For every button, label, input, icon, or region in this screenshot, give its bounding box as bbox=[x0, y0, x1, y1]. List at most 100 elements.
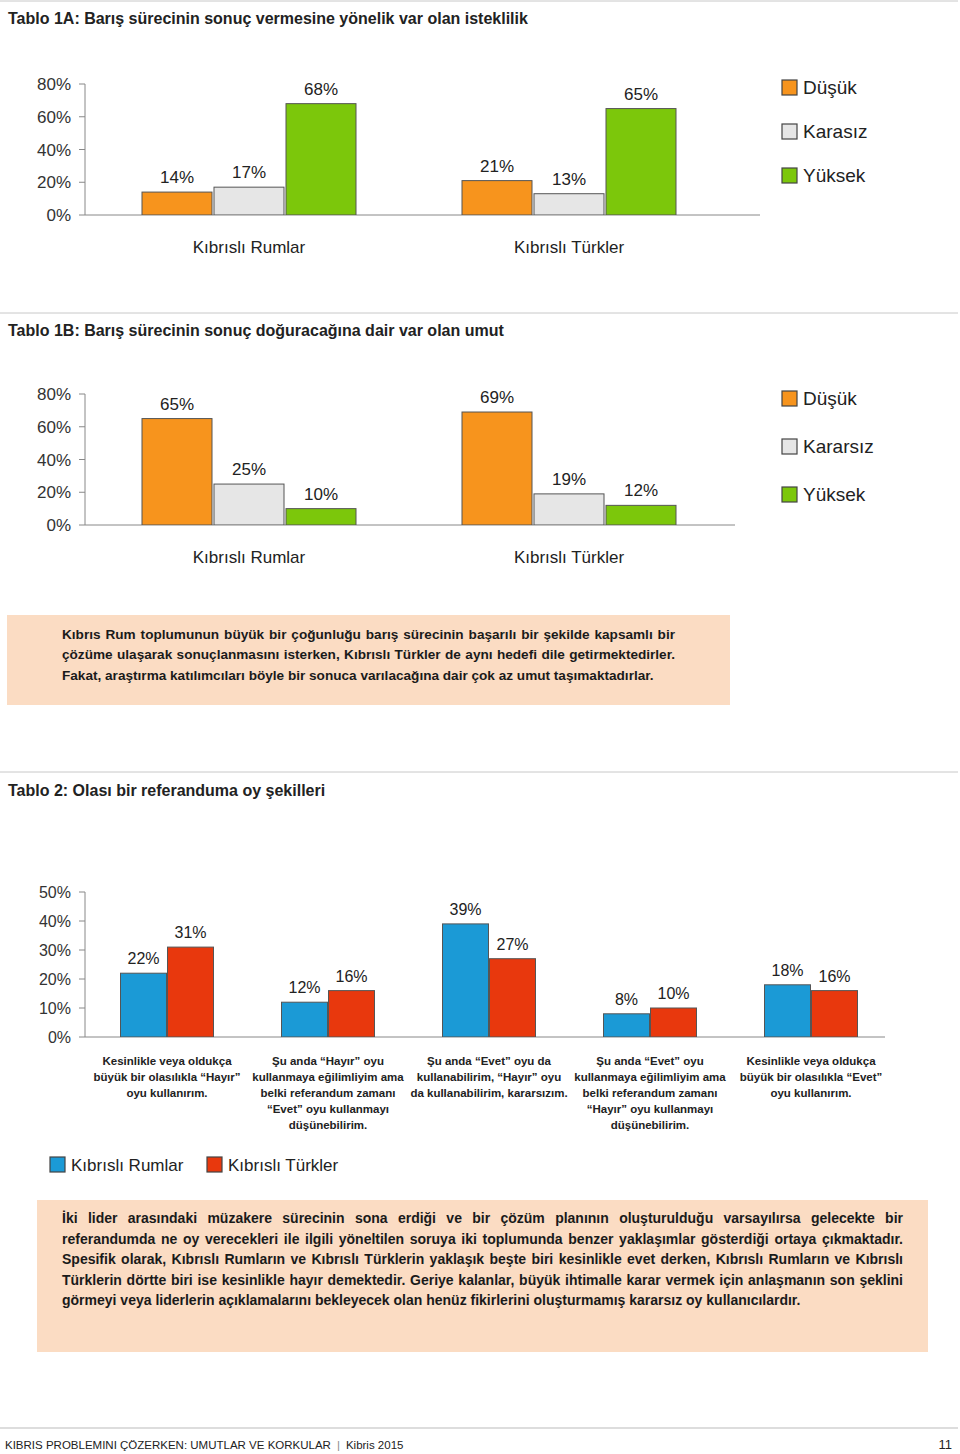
y-tick-label: 20% bbox=[37, 173, 71, 192]
y-tick-label: 60% bbox=[37, 418, 71, 437]
data-label: 21% bbox=[480, 157, 514, 176]
y-tick bbox=[79, 182, 85, 183]
legend-label: Kararsız bbox=[803, 436, 874, 457]
legend-swatch bbox=[782, 124, 797, 139]
category-label: Şu anda “Evet” oyu kullanmaya eğilimliyi… bbox=[571, 1053, 729, 1133]
category-label: Şu anda “Evet” oyu da kullanabilirim, “H… bbox=[410, 1053, 568, 1101]
footer-rule bbox=[0, 1428, 958, 1429]
chart: Tablo 1B: Barış sürecinin sonuç doğuraca… bbox=[0, 313, 958, 567]
data-labels: 65% 25% 10% 69% 19% 12% bbox=[160, 388, 658, 504]
bar bbox=[286, 104, 356, 215]
data-label: 65% bbox=[624, 85, 658, 104]
legend-label: Yüksek bbox=[803, 165, 866, 186]
legend-swatch bbox=[50, 1157, 65, 1172]
category-label: Kıbrıslı Rumlar bbox=[193, 548, 306, 567]
y-tick bbox=[79, 84, 85, 85]
legend-swatch bbox=[782, 168, 797, 183]
chart: Tablo 2: Olası bir referanduma oy şekill… bbox=[0, 772, 958, 1175]
data-label: 10% bbox=[657, 985, 689, 1002]
legend-swatch bbox=[782, 80, 797, 95]
bar bbox=[462, 412, 532, 525]
bar bbox=[121, 973, 167, 1037]
y-tick bbox=[79, 426, 85, 427]
bar bbox=[329, 991, 375, 1037]
bar bbox=[651, 1008, 697, 1037]
data-label: 25% bbox=[232, 460, 266, 479]
y-tick-label: 50% bbox=[39, 884, 71, 901]
bars bbox=[142, 412, 676, 525]
category-label: Kesinlikle veya oldukça büyük bir olasıl… bbox=[732, 1053, 890, 1101]
category-label: Kıbrıslı Türkler bbox=[514, 548, 625, 567]
data-label: 27% bbox=[496, 936, 528, 953]
y-tick-label: 10% bbox=[39, 1000, 71, 1017]
bar bbox=[534, 494, 604, 525]
y-axis bbox=[85, 84, 86, 215]
data-label: 8% bbox=[615, 991, 638, 1008]
data-label: 69% bbox=[480, 388, 514, 407]
footer-year: Kibris 2015 bbox=[346, 1439, 404, 1451]
category-label: Kıbrıslı Rumlar bbox=[193, 238, 306, 257]
bar bbox=[604, 1014, 650, 1037]
y-tick-label: 0% bbox=[46, 206, 71, 225]
data-label: 12% bbox=[624, 481, 658, 500]
y-tick bbox=[79, 921, 85, 922]
bar bbox=[490, 959, 536, 1037]
chart-title: Tablo 2: Olası bir referanduma oy şekill… bbox=[8, 782, 325, 799]
y-tick-label: 20% bbox=[39, 971, 71, 988]
y-tick bbox=[79, 892, 85, 893]
bar bbox=[606, 505, 676, 525]
legend: Kıbrıslı Rumlar Kıbrıslı Türkler bbox=[50, 1156, 339, 1175]
y-tick bbox=[79, 950, 85, 951]
legend-swatch bbox=[782, 439, 797, 454]
data-label: 19% bbox=[552, 470, 586, 489]
y-tick bbox=[79, 1008, 85, 1009]
y-tick bbox=[79, 394, 85, 395]
y-tick bbox=[79, 1037, 85, 1038]
bars bbox=[121, 924, 858, 1037]
legend-swatch bbox=[782, 391, 797, 406]
y-tick-label: 40% bbox=[39, 913, 71, 930]
data-label: 22% bbox=[127, 950, 159, 967]
data-label: 12% bbox=[288, 979, 320, 996]
separator bbox=[0, 772, 958, 773]
separator bbox=[0, 313, 958, 314]
y-tick-label: 40% bbox=[37, 451, 71, 470]
data-label: 31% bbox=[174, 924, 206, 941]
note-box: Kıbrıs Rum toplumunun büyük bir çoğunluğ… bbox=[7, 615, 730, 705]
data-labels: 22%31%12%16%39%27%8%10%18%16% bbox=[127, 901, 850, 1008]
note-box: İki lider arasındaki müzakere sürecinin … bbox=[37, 1200, 928, 1352]
category-label: Şu anda “Hayır” oyu kullanmaya eğilimliy… bbox=[249, 1053, 407, 1133]
y-tick-label: 80% bbox=[37, 385, 71, 404]
category-label: Kıbrıslı Türkler bbox=[514, 238, 625, 257]
chart: Tablo 1A: Barış sürecinin sonuç vermesin… bbox=[0, 1, 958, 257]
footer-separator: | bbox=[337, 1439, 340, 1451]
bar bbox=[462, 181, 532, 215]
y-tick bbox=[79, 979, 85, 980]
legend-label: Karasız bbox=[803, 121, 867, 142]
y-tick bbox=[79, 525, 85, 526]
y-tick bbox=[79, 215, 85, 216]
legend-swatch bbox=[207, 1157, 222, 1172]
page-body: {"chart_data": [ {"type": "bar", "title"… bbox=[0, 0, 960, 1454]
bar bbox=[443, 924, 489, 1037]
y-tick-label: 0% bbox=[46, 516, 71, 535]
bar bbox=[142, 419, 212, 525]
legend-swatch bbox=[782, 487, 797, 502]
legend-label: Yüksek bbox=[803, 484, 866, 505]
data-label: 68% bbox=[304, 80, 338, 99]
data-label: 65% bbox=[160, 395, 194, 414]
bar bbox=[534, 194, 604, 215]
y-tick-label: 80% bbox=[37, 75, 71, 94]
bar bbox=[812, 991, 858, 1037]
data-label: 10% bbox=[304, 485, 338, 504]
y-tick-label: 60% bbox=[37, 108, 71, 127]
chart-title: Tablo 1A: Barış sürecinin sonuç vermesin… bbox=[8, 10, 528, 27]
y-tick-label: 0% bbox=[48, 1029, 71, 1046]
legend-label: Kıbrıslı Türkler bbox=[228, 1156, 339, 1175]
bars bbox=[142, 104, 676, 215]
data-label: 14% bbox=[160, 168, 194, 187]
bar bbox=[765, 985, 811, 1037]
data-label: 17% bbox=[232, 163, 266, 182]
y-tick bbox=[79, 149, 85, 150]
legend-label: Kıbrıslı Rumlar bbox=[71, 1156, 184, 1175]
